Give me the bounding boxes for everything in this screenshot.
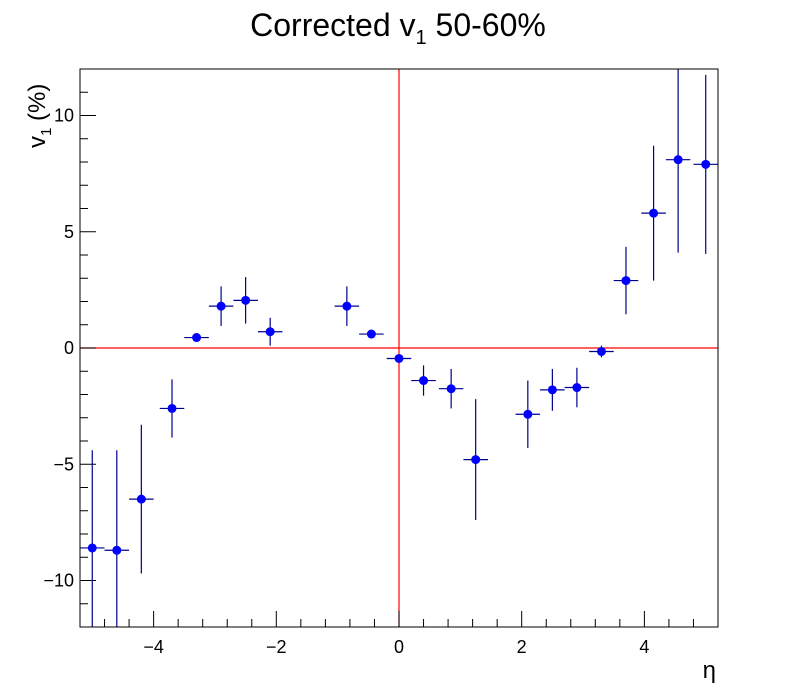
data-point — [257, 317, 283, 346]
y-tick-label: −10 — [43, 571, 74, 591]
data-marker — [265, 327, 275, 337]
y-tick-label: 0 — [64, 338, 74, 358]
x-tick-label: −4 — [143, 637, 164, 657]
reference-lines — [80, 69, 718, 627]
data-point — [80, 450, 105, 627]
x-tick-label: 0 — [394, 637, 404, 657]
data-marker — [192, 333, 202, 343]
data-point — [515, 380, 541, 448]
data-marker — [394, 353, 404, 363]
data-marker — [216, 301, 226, 311]
plot-frame — [79, 68, 719, 628]
y-axis-title-suffix: (%) — [24, 84, 51, 128]
axis-ticks — [79, 68, 719, 628]
data-point — [208, 286, 234, 326]
tick-labels: −10 −5 0 5 10 −4 −2 0 2 4 — [43, 106, 649, 658]
data-marker — [342, 301, 352, 311]
data-marker — [419, 376, 429, 386]
y-axis-title-main: v — [24, 136, 51, 148]
data-marker — [547, 385, 557, 395]
data-point — [613, 246, 639, 315]
data-point — [233, 277, 258, 324]
data-point — [159, 379, 185, 438]
y-axis-title-subscript: 1 — [38, 128, 55, 136]
data-marker — [649, 208, 659, 218]
data-point — [641, 145, 666, 281]
chart-title-subscript: 1 — [416, 27, 427, 49]
chart-title: Corrected v1 50-60% — [250, 7, 546, 49]
data-marker — [471, 455, 481, 465]
data-point — [463, 399, 488, 521]
data-marker — [136, 494, 146, 504]
data-point — [564, 367, 590, 408]
data-point — [359, 329, 384, 339]
data-point — [334, 286, 360, 326]
data-marker — [673, 155, 683, 165]
data-marker — [366, 329, 376, 339]
data-point — [411, 365, 436, 396]
data-points — [80, 69, 718, 627]
data-marker — [621, 276, 631, 286]
data-point — [129, 424, 154, 574]
data-point — [589, 345, 614, 358]
data-marker — [241, 295, 251, 305]
data-point — [665, 69, 691, 253]
data-point — [438, 368, 464, 409]
data-marker — [167, 403, 177, 413]
chart-title-suffix: 50-60% — [427, 7, 546, 43]
y-tick-label: −5 — [53, 454, 74, 474]
y-axis-title: v1 (%) — [24, 84, 55, 148]
data-marker — [572, 383, 582, 393]
data-marker — [523, 409, 533, 419]
data-point — [386, 353, 412, 363]
x-tick-label: −2 — [266, 637, 287, 657]
y-tick-label: 5 — [64, 222, 74, 242]
data-point — [104, 450, 130, 627]
data-marker — [701, 159, 711, 169]
chart-title-main: Corrected v — [250, 7, 415, 43]
data-marker — [112, 545, 122, 555]
x-tick-label: 2 — [517, 637, 527, 657]
data-point — [184, 333, 209, 343]
x-tick-label: 4 — [639, 637, 649, 657]
data-point — [540, 368, 565, 411]
data-point — [693, 74, 718, 254]
data-marker — [596, 346, 606, 356]
data-marker — [446, 384, 456, 394]
x-axis-title: η — [703, 657, 716, 684]
data-marker — [87, 543, 97, 553]
y-tick-label: 10 — [54, 106, 74, 126]
